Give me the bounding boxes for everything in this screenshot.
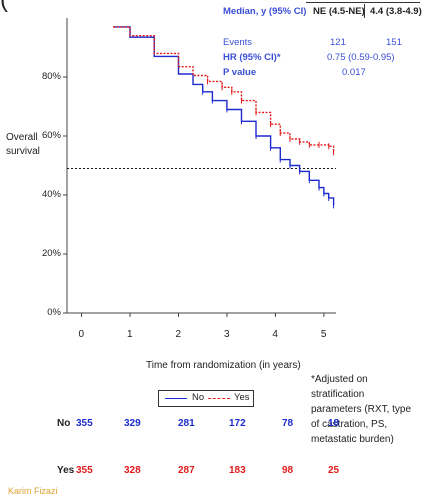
x-tick-label: 3: [223, 329, 230, 340]
risk-count-yes: 328: [124, 465, 141, 476]
footnote: *Adjusted on stratification parameters (…: [311, 374, 412, 445]
survival-curve-yes: [113, 26, 335, 153]
median-header-label: Median, y (95% CI): [223, 6, 307, 17]
risk-yes-label: Yes: [57, 465, 75, 476]
risk-count-no: 172: [229, 418, 246, 429]
risk-count-yes: 25: [328, 465, 340, 476]
x-axis-title: Time from randomization (in years): [146, 360, 301, 371]
x-tick-label: 4: [272, 329, 278, 340]
title-fragment: (: [0, 0, 8, 12]
risk-count-yes: 183: [229, 465, 246, 476]
p-value-label: P value: [223, 67, 257, 78]
risk-count-yes: 355: [76, 465, 93, 476]
legend-yes-label: Yes: [234, 392, 250, 403]
risk-count-no: 355: [76, 418, 93, 429]
risk-count-yes: 98: [282, 465, 294, 476]
risk-count-yes: 287: [178, 465, 195, 476]
y-tick-label: 40%: [41, 189, 61, 200]
events-label: Events: [223, 37, 253, 48]
hr-label: HR (95% CI)*: [223, 52, 281, 63]
risk-no-label: No: [57, 418, 71, 429]
x-tick-label: 5: [320, 329, 327, 340]
risk-count-no: 78: [282, 418, 294, 429]
y-tick-label: 0%: [47, 307, 61, 318]
events-yes-value: 151: [386, 37, 402, 48]
risk-count-no: 18: [328, 418, 340, 429]
median-no-value: NE (4.5-NE): [313, 6, 365, 17]
header-rule: [306, 2, 420, 3]
x-tick-label: 1: [127, 329, 133, 340]
survival-curve-no: [113, 26, 335, 206]
author-name: Karim Fizazi: [8, 486, 58, 496]
legend-no-swatch: [165, 398, 187, 399]
x-tick-label: 0: [78, 329, 85, 340]
risk-count-no: 329: [124, 418, 141, 429]
x-tick-label: 2: [175, 329, 182, 340]
y-axis-title: Overall survival: [6, 132, 40, 157]
hr-value: 0.75 (0.59-0.95): [327, 52, 395, 63]
p-value: 0.017: [342, 67, 366, 78]
events-no-value: 121: [330, 37, 346, 48]
y-tick-label: 20%: [41, 248, 61, 259]
median-yes-value: 4.4 (3.8-4.9): [370, 6, 422, 17]
legend-yes-swatch: [208, 398, 230, 399]
header-divider: [364, 4, 365, 18]
legend: No Yes: [158, 390, 254, 407]
risk-count-no: 281: [178, 418, 195, 429]
y-tick-label: 80%: [41, 71, 61, 82]
legend-no-label: No: [192, 392, 205, 403]
y-tick-label: 60%: [41, 130, 61, 141]
